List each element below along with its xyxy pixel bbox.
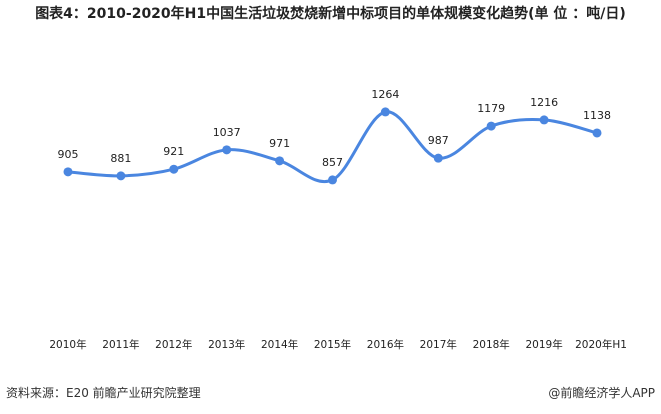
x-tick-label: 2018年 (473, 338, 510, 351)
data-label: 1264 (371, 88, 399, 101)
x-tick-label: 2019年 (525, 338, 562, 351)
data-point (380, 107, 390, 117)
data-label: 1037 (213, 126, 241, 139)
data-point (169, 164, 179, 174)
x-tick-label: 2011年 (102, 338, 139, 351)
x-tick-label: 2016年 (367, 338, 404, 351)
x-tick-label: 2020年H1 (575, 338, 627, 351)
x-tick-label: 2013年 (208, 338, 245, 351)
data-label: 857 (322, 156, 343, 169)
data-label: 921 (163, 145, 184, 158)
credit-note: @前瞻经济学人APP (548, 386, 655, 400)
data-point (116, 171, 126, 181)
chart-title: 图表4：2010-2020年H1中国生活垃圾焚烧新增中标项目的单体规模变化趋势(… (35, 6, 626, 22)
x-tick-label: 2015年 (314, 338, 351, 351)
data-point (275, 156, 285, 166)
data-label: 971 (269, 137, 290, 150)
data-point (433, 153, 443, 163)
series-line (67, 110, 598, 184)
source-note: 资料来源：E20 前瞻产业研究院整理 (6, 386, 201, 400)
data-point (486, 121, 496, 131)
data-point (328, 175, 337, 185)
data-point (539, 115, 549, 125)
data-point (222, 145, 232, 155)
data-label: 987 (428, 134, 449, 147)
x-tick-label: 2012年 (155, 338, 192, 351)
data-label: 1138 (583, 109, 611, 122)
x-tick-label: 2017年 (420, 338, 457, 351)
x-tick-label: 2010年 (49, 338, 86, 351)
data-point (592, 128, 602, 138)
data-label: 1216 (530, 96, 558, 109)
data-point (63, 167, 73, 177)
data-label: 905 (58, 148, 79, 161)
data-label: 881 (110, 152, 131, 165)
data-label: 1179 (477, 102, 505, 115)
x-tick-label: 2014年 (261, 338, 298, 351)
